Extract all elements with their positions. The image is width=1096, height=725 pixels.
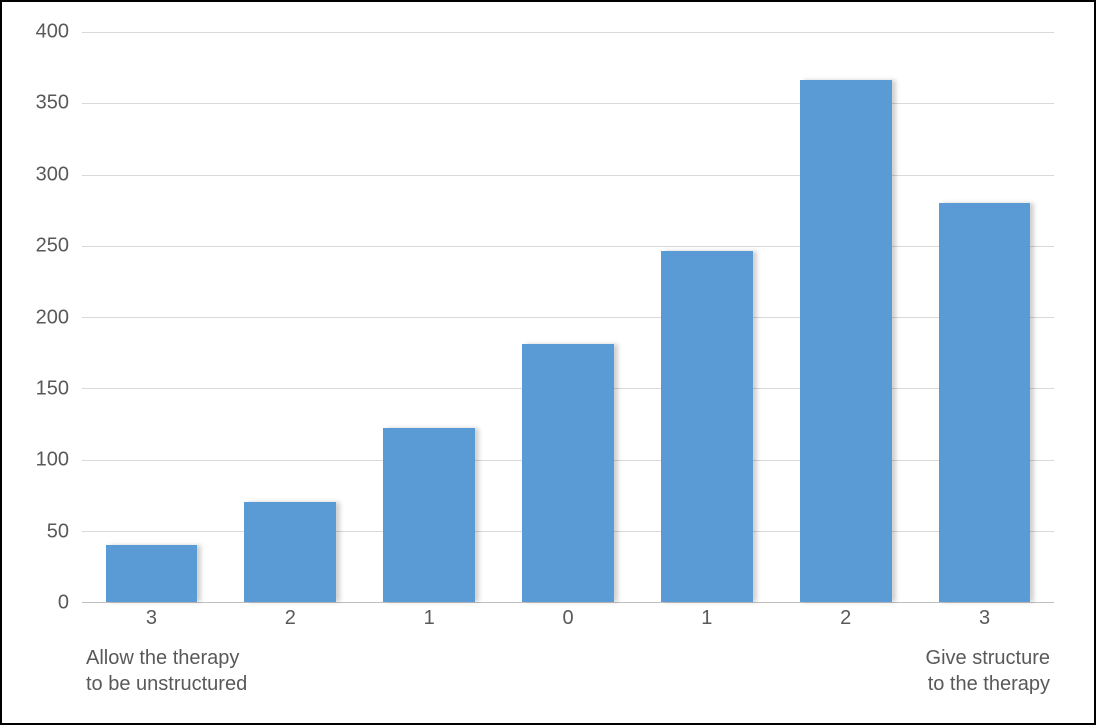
x-tick-label: 2: [776, 607, 915, 637]
plot-wrapper: [82, 32, 1054, 603]
y-tick-label: 400: [36, 21, 69, 44]
x-tick-label: 1: [637, 607, 776, 637]
y-tick-label: 50: [47, 520, 69, 543]
y-tick-label: 250: [36, 235, 69, 258]
bar-fill: [800, 80, 892, 602]
anchor-label-right: Give structure to the therapy: [926, 645, 1054, 705]
bar: [661, 251, 753, 602]
bar-fill: [383, 428, 475, 602]
bar-fill: [939, 203, 1031, 602]
y-tick-label: 0: [58, 592, 69, 615]
bar-fill: [661, 251, 753, 602]
x-tick-label: 3: [82, 607, 221, 637]
bar-slot: [915, 32, 1054, 602]
bar: [106, 545, 198, 602]
bars-container: [82, 32, 1054, 602]
bar-slot: [776, 32, 915, 602]
bar: [939, 203, 1031, 602]
x-tick-label: 1: [360, 607, 499, 637]
bar-slot: [499, 32, 638, 602]
bar-fill: [522, 344, 614, 602]
y-tick-label: 350: [36, 92, 69, 115]
y-tick-label: 300: [36, 163, 69, 186]
y-tick-label: 150: [36, 377, 69, 400]
y-tick-label: 100: [36, 449, 69, 472]
chart-frame: 050100150200250300350400 3210123 Allow t…: [0, 0, 1096, 725]
bar-fill: [106, 545, 198, 602]
bar: [800, 80, 892, 602]
plot-area: [82, 32, 1054, 603]
bar-slot: [221, 32, 360, 602]
bar-slot: [637, 32, 776, 602]
y-axis: 050100150200250300350400: [12, 32, 77, 603]
bar-slot: [360, 32, 499, 602]
x-axis: 3210123: [82, 607, 1054, 637]
bar: [522, 344, 614, 602]
bar: [244, 502, 336, 602]
bar: [383, 428, 475, 602]
chart-inner: 050100150200250300350400 3210123 Allow t…: [12, 22, 1064, 713]
x-tick-label: 3: [915, 607, 1054, 637]
x-tick-label: 2: [221, 607, 360, 637]
bar-slot: [82, 32, 221, 602]
anchor-label-left: Allow the therapy to be unstructured: [82, 645, 247, 705]
y-tick-label: 200: [36, 306, 69, 329]
anchor-labels: Allow the therapy to be unstructured Giv…: [82, 645, 1054, 705]
bar-fill: [244, 502, 336, 602]
x-tick-label: 0: [499, 607, 638, 637]
